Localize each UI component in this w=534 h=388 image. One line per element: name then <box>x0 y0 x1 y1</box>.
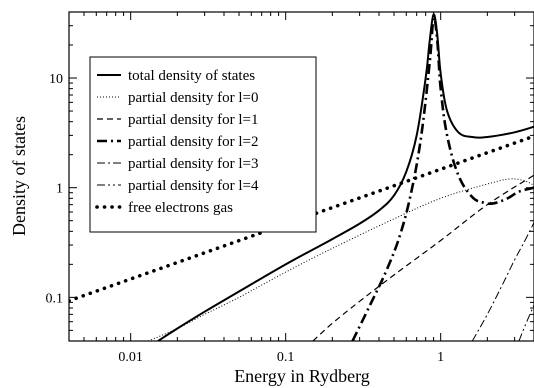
y-tick-label: 0.1 <box>46 291 64 306</box>
legend-label: partial density for l=4 <box>128 178 259 194</box>
series-line-3 <box>351 16 534 341</box>
x-tick-label: 0.01 <box>118 350 143 365</box>
legend-label: total density of states <box>128 68 255 84</box>
x-axis-title: Energy in Rydberg <box>234 366 370 386</box>
legend: total density of states partial density f… <box>89 56 317 233</box>
y-tick-label: 1 <box>56 182 63 197</box>
y-ticks: 0.1 1 10 <box>46 11 534 342</box>
x-ticks: 0.01 0.1 1 <box>68 12 534 365</box>
series-line-2 <box>312 174 534 341</box>
legend-label: free electrons gas <box>128 200 233 216</box>
legend-box <box>89 56 317 233</box>
legend-label: partial density for l=3 <box>128 156 259 172</box>
plot-frame <box>68 11 534 342</box>
legend-label: partial density for l=2 <box>128 134 259 150</box>
series-line-5 <box>518 304 534 341</box>
y-tick-label: 10 <box>49 72 63 87</box>
x-tick-label: 0.1 <box>277 350 295 365</box>
legend-label: partial density for l=1 <box>128 112 259 128</box>
legend-label: partial density for l=0 <box>128 90 259 106</box>
series-line-0 <box>157 13 534 341</box>
series-line-1 <box>148 178 534 341</box>
series-line-4 <box>471 222 534 341</box>
x-tick-label: 1 <box>437 350 444 365</box>
y-axis-title: Density of states <box>9 116 29 236</box>
